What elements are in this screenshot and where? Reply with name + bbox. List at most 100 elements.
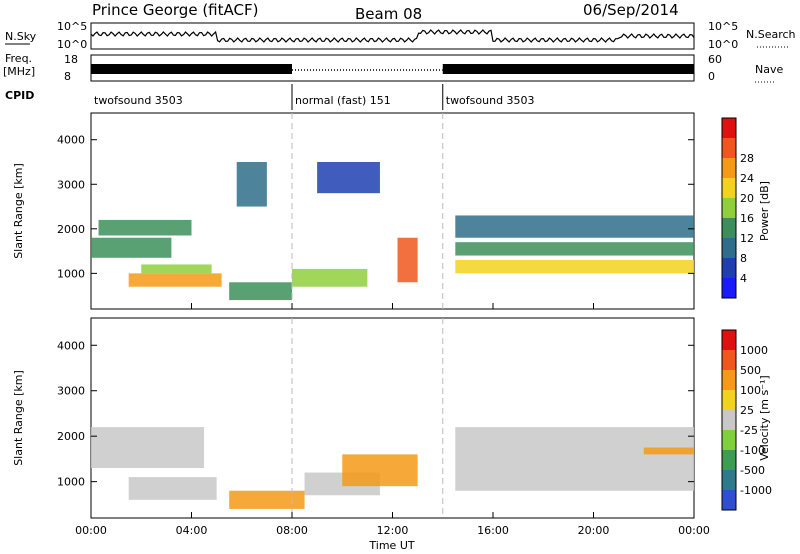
velocity-band [643, 447, 694, 455]
power-colorbar-frame [721, 117, 737, 299]
velocity-band [91, 427, 205, 468]
power-colorbar-tick-label: 24 [740, 172, 754, 185]
power-band [91, 237, 172, 258]
station-title: Prince George (fitACF) [92, 1, 258, 19]
power-y-tick-label: 1000 [57, 267, 85, 280]
power-colorbar: 4 8 12 16 20 24 28 [721, 117, 754, 299]
velocity-colorbar-frame [721, 329, 737, 511]
power-y-axis: 1000 2000 3000 4000 [57, 134, 695, 309]
velocity-colorbar-tick-label: -500 [740, 464, 765, 477]
cpid-segment-label: twofsound 3503 [446, 94, 535, 107]
power-y-tick-label: 3000 [57, 178, 85, 191]
cpid-segment-label: twofsound 3503 [94, 94, 183, 107]
velocity-colorbar-swatch [722, 430, 736, 450]
velocity-colorbar-tick-label: -100 [740, 444, 765, 457]
freq-unit-label: [MHz] [3, 65, 35, 78]
nave-label: Nave [755, 63, 783, 76]
power-colorbar-tick-label: 4 [740, 272, 747, 285]
velocity-colorbar: 1000 500 100 25 -25 -100 -500 -1000 [721, 329, 772, 511]
nsky-line [90, 29, 695, 43]
nsky-label: N.Sky [5, 30, 37, 43]
power-y-label: Slant Range [km] [12, 163, 25, 259]
power-colorbar-tick-label: 12 [740, 232, 754, 245]
power-band [455, 260, 694, 274]
velocity-band [128, 477, 217, 500]
nsearch-label: N.Search [746, 28, 796, 41]
date-title: 06/Sep/2014 [583, 1, 679, 19]
x-axis: 00:00 04:00 08:00 12:00 16:00 20:00 00:00 [75, 524, 710, 537]
power-y-tick-label: 4000 [57, 134, 85, 147]
x-tick-label: 20:00 [578, 524, 610, 537]
power-colorbar-swatch [722, 118, 736, 138]
velocity-colorbar-tick-label: 100 [740, 384, 761, 397]
velocity-band [455, 427, 694, 491]
nsky-trace [90, 29, 695, 43]
power-band [397, 237, 418, 283]
power-band [455, 215, 694, 238]
velocity-y-tick-label: 3000 [57, 385, 85, 398]
velocity-y-tick-label: 1000 [57, 476, 85, 489]
power-colorbar-swatch [722, 238, 736, 258]
nsky-tick-high: 10^5 [57, 20, 87, 33]
velocity-colorbar-tick-label: 1000 [740, 344, 768, 357]
freq-block [91, 64, 292, 74]
power-band [98, 219, 192, 236]
power-band [292, 268, 368, 287]
velocity-colorbar-swatch [722, 410, 736, 430]
beam-title: Beam 08 [355, 5, 422, 23]
velocity-colorbar-swatch [722, 450, 736, 470]
velocity-y-tick-label: 4000 [57, 339, 85, 352]
cpid-label: CPID [5, 89, 34, 102]
velocity-colorbar-swatch [722, 390, 736, 410]
power-band [317, 162, 380, 194]
nsearch-tick-low: 10^0 [708, 38, 738, 51]
velocity-colorbar-tick-label: 500 [740, 364, 761, 377]
power-colorbar-swatch [722, 258, 736, 278]
nsky-panel [90, 22, 695, 50]
freq-label: Freq. [5, 52, 32, 65]
velocity-y-axis: 1000 2000 3000 4000 [57, 339, 695, 518]
power-band [229, 282, 292, 301]
nave-tick-high: 60 [708, 53, 722, 66]
velocity-colorbar-swatch [722, 330, 736, 350]
velocity-y-label: Slant Range [km] [12, 370, 25, 466]
freq-trace [91, 64, 694, 74]
freq-tick-high: 18 [64, 53, 78, 66]
power-heatmap [91, 113, 694, 309]
power-y-tick-label: 2000 [57, 223, 85, 236]
velocity-colorbar-swatch [722, 350, 736, 370]
x-tick-label: 00:00 [678, 524, 710, 537]
power-colorbar-swatch [722, 178, 736, 198]
x-tick-label: 08:00 [276, 524, 308, 537]
power-colorbar-tick-label: 28 [740, 152, 754, 165]
velocity-colorbar-tick-label: 25 [740, 404, 754, 417]
x-tick-label: 00:00 [75, 524, 107, 537]
velocity-colorbar-label: Velocity [m s⁻¹] [758, 375, 771, 460]
power-colorbar-label: Power [dB] [758, 181, 771, 241]
velocity-band [342, 454, 418, 487]
velocity-colorbar-swatch [722, 470, 736, 490]
velocity-band [229, 490, 305, 509]
power-colorbar-tick-label: 8 [740, 252, 747, 265]
velocity-y-tick-label: 2000 [57, 430, 85, 443]
power-band [128, 273, 222, 287]
velocity-colorbar-tick-label: -1000 [740, 484, 772, 497]
x-tick-label: 16:00 [477, 524, 509, 537]
x-axis-label: Time UT [368, 539, 414, 552]
power-colorbar-tick-label: 20 [740, 192, 754, 205]
freq-tick-low: 8 [64, 70, 71, 83]
cpid-segment-label: normal (fast) 151 [295, 94, 391, 107]
x-tick-label: 12:00 [377, 524, 409, 537]
velocity-heatmap [91, 318, 694, 518]
nsearch-tick-high: 10^5 [708, 20, 738, 33]
freq-block [442, 64, 694, 74]
power-colorbar-tick-label: 16 [740, 212, 754, 225]
cpid-row: twofsound 3503 normal (fast) 151 twofsound… [94, 84, 535, 110]
velocity-colorbar-swatch [722, 490, 736, 510]
nsky-tick-low: 10^0 [57, 38, 87, 51]
power-colorbar-swatch [722, 218, 736, 238]
power-colorbar-swatch [722, 138, 736, 158]
power-colorbar-swatch [722, 158, 736, 178]
power-colorbar-swatch [722, 278, 736, 298]
